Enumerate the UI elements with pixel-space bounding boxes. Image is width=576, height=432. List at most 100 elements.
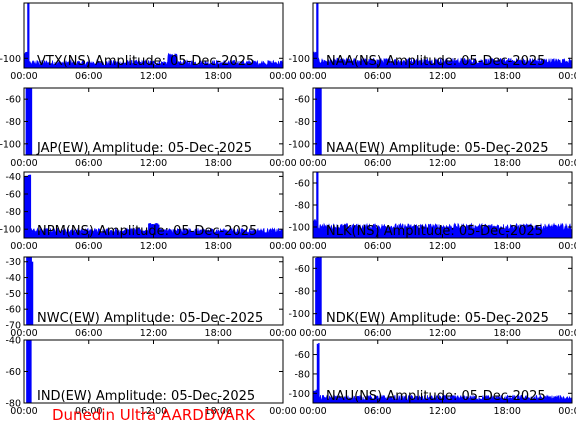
series-bar — [24, 176, 26, 238]
panel-title: NAA(EW) Amplitude: 05-Dec-2025 — [326, 141, 549, 156]
series-bar — [24, 53, 26, 68]
x-tick-label: 00:00 — [10, 71, 37, 82]
x-tick-label: 00:00 — [558, 406, 576, 417]
x-tick-label: 00:00 — [269, 406, 296, 417]
series-bar — [29, 340, 32, 403]
x-tick-label: 18:00 — [205, 71, 232, 82]
y-tick-label: -80 — [5, 117, 21, 128]
x-tick-label: 00:00 — [10, 158, 37, 169]
x-tick-label: 18:00 — [494, 158, 521, 169]
series-bar — [27, 88, 30, 155]
x-tick-label: 00:00 — [10, 328, 37, 339]
series-bar — [31, 261, 34, 325]
y-tick-label: -60 — [294, 95, 310, 106]
x-tick-label: 00:00 — [558, 241, 576, 252]
y-tick-label: -80 — [294, 201, 310, 212]
panel-title: NWC(EW) Amplitude: 05-Dec-2025 — [37, 311, 263, 326]
series-bar — [316, 257, 319, 325]
series-bar — [317, 3, 319, 68]
series-bar — [26, 51, 28, 68]
panel-title: IND(EW) Amplitude: 05-Dec-2025 — [37, 389, 255, 404]
panel-10: -60-80-10000:0006:0012:0018:0000:00NAU(N… — [288, 339, 576, 417]
y-tick-label: -100 — [288, 223, 310, 234]
series-bar — [154, 224, 156, 238]
x-tick-label: 00:00 — [299, 241, 326, 252]
x-tick-label: 06:00 — [364, 406, 391, 417]
x-tick-label: 18:00 — [494, 71, 521, 82]
y-tick-label: -100 — [288, 309, 310, 320]
y-tick-label: -40 — [5, 336, 21, 347]
y-tick-label: -60 — [5, 95, 21, 106]
panel-title: NPM(NS) Amplitude: 05-Dec-2025 — [37, 224, 257, 239]
series-bar — [30, 257, 32, 325]
y-tick-label: -30 — [5, 257, 21, 268]
x-tick-label: 12:00 — [140, 406, 167, 417]
y-tick-label: -100 — [0, 225, 21, 236]
series-bar — [318, 88, 321, 155]
y-tick-label: -60 — [294, 350, 310, 361]
series-bar — [315, 220, 317, 238]
y-tick-label: -50 — [5, 289, 21, 300]
panel-title: VTX(NS) Amplitude: 05-Dec-2025 — [37, 54, 254, 69]
series-bar — [156, 223, 159, 238]
y-tick-label: -100 — [0, 139, 21, 150]
series-bar — [314, 390, 317, 403]
x-tick-label: 18:00 — [205, 328, 232, 339]
series-bar — [27, 257, 30, 325]
y-tick-label: -100 — [288, 139, 310, 150]
panel-title: NAU(NS) Amplitude: 05-Dec-2025 — [326, 389, 546, 404]
x-tick-label: 00:00 — [558, 71, 576, 82]
series-bar — [29, 174, 32, 238]
series-bar — [315, 51, 317, 68]
series-bar — [30, 88, 33, 155]
panel-3: -60 -80 -100 00:00 06:00 12:00 18:00 00:00 JAP(E… — [0, 87, 297, 169]
x-tick-label: 00:00 — [269, 328, 296, 339]
series-bar — [317, 257, 320, 325]
series-bar — [25, 175, 28, 238]
y-tick-label: -100 — [288, 54, 310, 65]
x-tick-label: 06:00 — [364, 328, 391, 339]
x-tick-label: 18:00 — [205, 241, 232, 252]
x-tick-label: 06:00 — [364, 241, 391, 252]
series-bar — [315, 258, 317, 325]
x-tick-label: 00:00 — [299, 328, 326, 339]
y-tick-label: -60 — [294, 264, 310, 275]
series-bar — [319, 257, 322, 325]
x-tick-label: 06:00 — [75, 328, 102, 339]
panel-title: JAP(EW) Amplitude: 05-Dec-2025 — [36, 141, 252, 156]
x-tick-label: 00:00 — [558, 328, 576, 339]
series-bar — [318, 257, 321, 325]
series-bar — [319, 88, 322, 155]
x-tick-label: 12:00 — [140, 328, 167, 339]
x-tick-label: 12:00 — [140, 71, 167, 82]
series-bar — [25, 52, 27, 68]
panel-data — [25, 88, 33, 155]
series-bar — [28, 340, 31, 403]
x-tick-label: 00:00 — [10, 241, 37, 252]
x-tick-label: 06:00 — [364, 71, 391, 82]
series-bar — [28, 257, 31, 325]
x-tick-label: 00:00 — [269, 71, 296, 82]
series-bar — [155, 223, 158, 238]
series-bar — [317, 172, 319, 238]
x-tick-label: 00:00 — [299, 158, 326, 169]
x-tick-label: 18:00 — [494, 241, 521, 252]
series-bar — [157, 224, 160, 238]
x-tick-label: 00:00 — [269, 158, 296, 169]
x-tick-label: 06:00 — [75, 71, 102, 82]
x-tick-label: 18:00 — [205, 158, 232, 169]
series-bar — [26, 176, 29, 238]
x-tick-label: 00:00 — [299, 406, 326, 417]
x-tick-label: 06:00 — [75, 406, 102, 417]
x-tick-label: 12:00 — [140, 158, 167, 169]
x-tick-label: 00:00 — [269, 241, 296, 252]
x-tick-label: 12:00 — [429, 328, 456, 339]
y-tick-label: -80 — [5, 207, 21, 218]
x-tick-label: 06:00 — [364, 158, 391, 169]
y-tick-label: -80 — [294, 117, 310, 128]
x-tick-label: 06:00 — [75, 241, 102, 252]
y-tick-label: -40 — [5, 172, 21, 183]
